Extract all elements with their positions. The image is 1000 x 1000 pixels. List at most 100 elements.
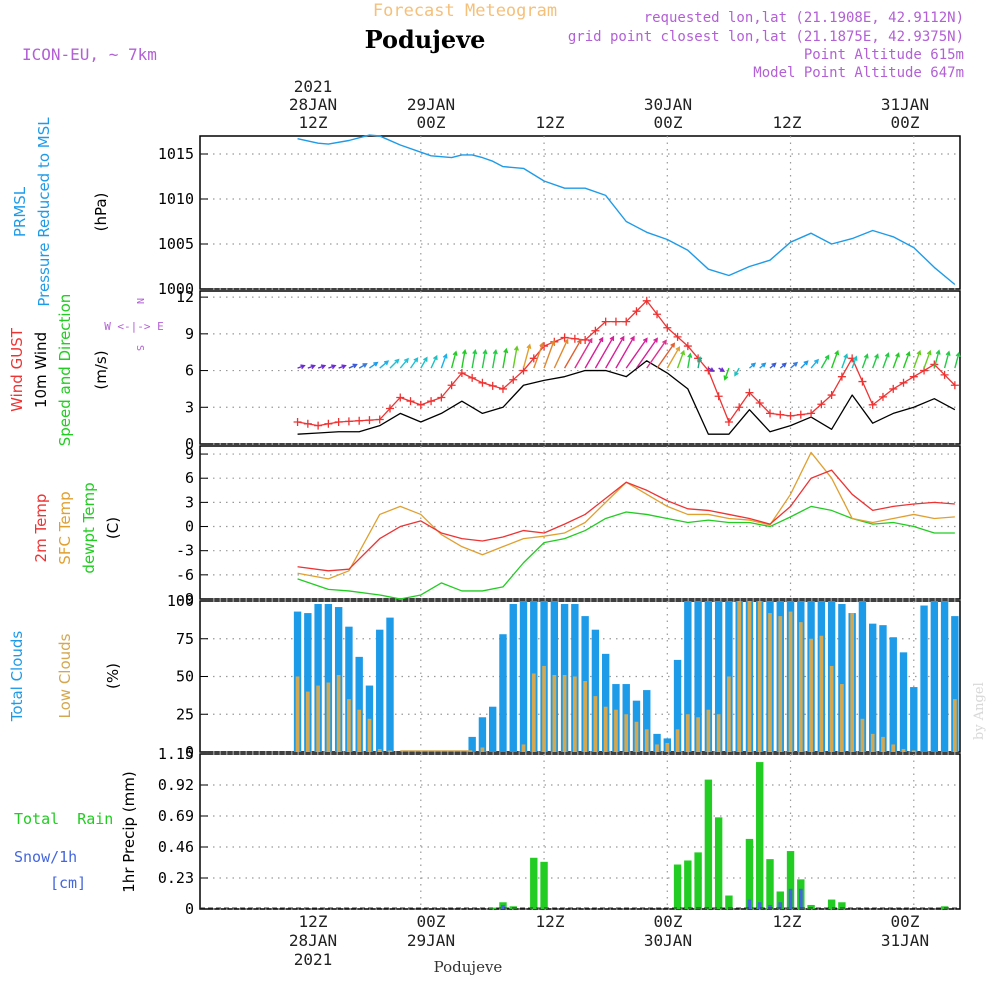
snow-cm-label: [cm] [50,874,86,892]
wind-10m-line [297,360,956,435]
gust-marker-8 [375,415,384,424]
gust-marker-15 [447,381,456,390]
pressure-ytick-label-1: 1005 [158,235,194,253]
low-cloud-bar-56 [870,733,875,752]
wind-ytick-label-1: 3 [185,398,194,416]
gust-marker-30 [601,317,610,326]
top-time-label-1c: 12Z [299,113,328,132]
low-cloud-bar-46 [768,613,772,752]
wind-arrow-48 [790,361,799,369]
top-time-label-2c: 00Z [417,113,446,132]
precip-ytick-label-5: 1.15 [158,745,194,763]
bottom-time-axis: 12Z 28JAN 2021 00Z 29JAN 12Z 00Z 30JAN 1… [289,912,929,976]
pressure-line [297,134,956,286]
total-cloud-bar-57 [879,625,887,752]
total-cloud-bar-64 [951,616,959,752]
wind-gust-label: Wind GUST [8,327,26,412]
gust-marker-49 [796,410,805,419]
wind-arrow-39 [696,356,702,369]
gust-marker-13 [427,397,436,406]
bottom-time-label-5a: 12Z [773,912,802,931]
total-clouds-label: Total Clouds [8,631,26,723]
wind-arrow-60 [913,349,922,369]
location-title: Podujeve [365,25,486,54]
temp-ytick-label-5: 6 [185,469,194,487]
bottom-time-label-2a: 00Z [417,912,446,931]
wind-arrow-22 [522,343,532,369]
low-cloud-bar-29 [593,696,598,752]
wind-arrow-13 [430,354,438,369]
precip-ytick-label-4: 0.92 [158,776,194,794]
rain-bar-26 [838,902,846,909]
total-cloud-bar-39 [694,601,702,752]
snow-bar-19 [768,904,772,909]
gust-marker-5 [344,417,353,426]
wind-arrow-63 [943,350,951,369]
gust-marker-12 [416,400,425,409]
temp-2m-line [297,469,955,572]
top-time-label-6b: 31JAN [881,95,929,114]
rain-bar-15 [725,895,733,909]
gust-marker-63 [940,370,949,379]
wind-arrow-52 [830,349,840,369]
low-cloud-bar-45 [757,601,762,752]
total-cloud-bar-38 [684,601,692,752]
gust-marker-6 [355,416,364,425]
low-cloud-bar-51 [819,635,824,752]
meteogram-title: Forecast Meteogram [373,1,557,21]
gust-marker-34 [642,296,651,305]
total-cloud-bar-8 [376,629,384,752]
low-cloud-bar-60 [911,750,916,752]
total-cloud-bar-55 [858,601,867,752]
total-cloud-bar-2 [314,604,322,752]
temp-frame [199,445,961,600]
wind-arrow-12 [420,356,428,369]
bottom-time-label-6b: 31JAN [881,931,929,950]
low-cloud-bar-43 [737,601,742,752]
rain-bar-21 [786,851,795,909]
dewpt-line [297,505,955,600]
wind-ytick-label-2: 6 [185,362,194,380]
total-cloud-bar-5 [345,626,353,752]
rain-bar-20 [776,891,784,909]
wind-arrow-40 [708,367,715,372]
wind-arrow-38 [687,352,693,369]
gust-marker-44 [745,388,754,397]
total-cloud-bar-20 [499,634,507,752]
total-cloud-bar-63 [940,601,949,752]
snow-bar-1 [501,904,505,909]
top-time-label-2b: 29JAN [407,95,455,114]
snow-bar-17 [747,899,752,909]
precip-ytick-label-3: 0.69 [158,807,194,825]
low-cloud-bar-58 [891,744,896,752]
bottom-time-label-1c: 2021 [294,950,333,969]
total-cloud-bar-18 [478,717,487,752]
temp-ytick-label-0: -9 [176,590,194,608]
low-cloud-bar-37 [675,729,680,752]
temp-ytick-label-1: -6 [176,566,194,584]
top-time-label-4b: 30JAN [644,95,692,114]
low-cloud-bar-48 [788,611,793,752]
gust-marker-36 [663,323,672,332]
low-cloud-bar-64 [953,699,957,752]
low-cloud-bar-35 [655,744,659,752]
wind-arrow-19 [492,348,498,369]
model-label: ICON-EU, ~ 7km [22,45,157,64]
requested-coords: requested lon,lat (21.1908E, 42.9112N) [644,10,964,26]
wind-ytick-label-3: 9 [185,325,194,343]
low-cloud-bar-0 [295,676,300,752]
gust-marker-48 [786,411,795,420]
low-cloud-bar-34 [644,729,649,752]
pressure-label-desc: Pressure Reduced to MSL [35,117,53,307]
temperature-panel: -9 -6 -3 0 3 6 9 [176,445,961,608]
gust-marker-60 [909,372,918,381]
total-cloud-bar-9 [386,617,394,752]
rain-bar-18 [756,762,764,909]
total-cloud-bar-62 [930,601,939,752]
wind-arrow-51 [820,354,830,369]
low-cloud-bar-9 [388,750,392,752]
low-cloud-bar-27 [573,676,577,752]
bottom-time-label-1a: 12Z [299,912,328,931]
precip-ytick-label-2: 0.46 [158,838,194,856]
rain-bar-17 [745,838,754,909]
